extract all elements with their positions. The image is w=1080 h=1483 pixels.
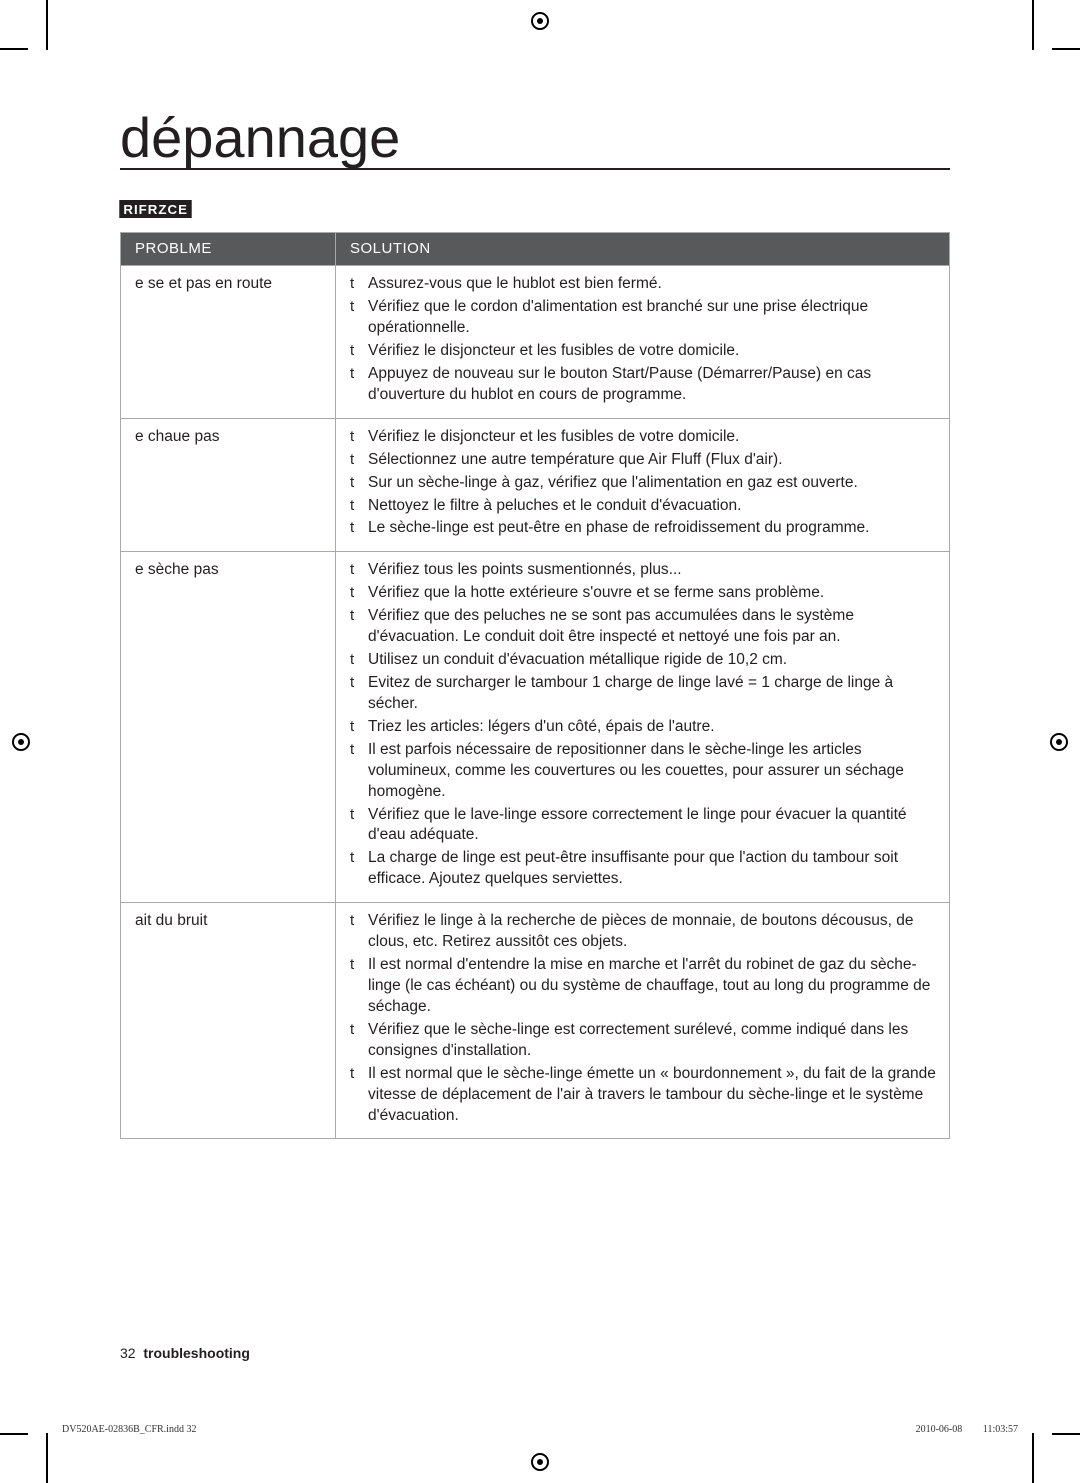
col-header-problem: PROBLME (121, 233, 336, 266)
crop-mark-icon (1052, 48, 1080, 50)
solution-list: Assurez-vous que le hublot est bien ferm… (350, 274, 937, 406)
solution-item: Le sèche-linge est peut-être en phase de… (350, 518, 937, 539)
solution-item: Vérifiez que le sèche-linge est correcte… (350, 1020, 937, 1062)
solution-cell: Vérifiez tous les points susmentionnés, … (336, 552, 950, 903)
solution-item: Vérifiez le disjoncteur et les fusibles … (350, 341, 937, 362)
imprint-left: DV520AE-02836B_CFR.indd 32 (62, 1424, 196, 1435)
imprint-right: 2010-06-08    11:03:57 (916, 1424, 1018, 1435)
solution-cell: Assurez-vous que le hublot est bien ferm… (336, 266, 950, 419)
crop-mark-icon (1032, 1433, 1034, 1483)
problem-cell: e chaue pas (121, 418, 336, 552)
table-header-row: PROBLME SOLUTION (121, 233, 950, 266)
problem-cell: ait du bruit (121, 903, 336, 1139)
col-header-solution: SOLUTION (336, 233, 950, 266)
problem-cell: e se et pas en route (121, 266, 336, 419)
registration-mark-icon (531, 1453, 549, 1471)
troubleshooting-table: PROBLME SOLUTION e se et pas en route Ass… (120, 232, 950, 1139)
solution-item: Sur un sèche-linge à gaz, vérifiez que l… (350, 473, 937, 494)
crop-mark-icon (46, 1433, 48, 1483)
crop-mark-icon (1052, 1433, 1080, 1435)
solution-item: Il est parfois nécessaire de repositionn… (350, 740, 937, 803)
solution-item: Triez les articles: légers d'un côté, ép… (350, 717, 937, 738)
solution-cell: Vérifiez le linge à la recherche de pièc… (336, 903, 950, 1139)
crop-mark-icon (1032, 0, 1034, 50)
crop-mark-icon (0, 48, 28, 50)
solution-item: Vérifiez que le lave-linge essore correc… (350, 805, 937, 847)
registration-mark-icon (1050, 733, 1068, 751)
problem-cell: e sèche pas (121, 552, 336, 903)
footer-section: troubleshooting (143, 1345, 250, 1361)
content-area: dépannage RIFRZCE PROBLME SOLUTION e se … (120, 110, 950, 1139)
table-row: e chaue pas Vérifiez le disjoncteur et le… (121, 418, 950, 552)
table-row: e sèche pas Vérifiez tous les points susm… (121, 552, 950, 903)
solution-item: Vérifiez le linge à la recherche de pièc… (350, 911, 937, 953)
solution-item: Evitez de surcharger le tambour 1 charge… (350, 673, 937, 715)
solution-cell: Vérifiez le disjoncteur et les fusibles … (336, 418, 950, 552)
registration-mark-icon (531, 12, 549, 30)
section-label: RIFRZCE (119, 200, 192, 218)
solution-item: Vérifiez que le cordon d'alimentation es… (350, 297, 937, 339)
solution-list: Vérifiez le disjoncteur et les fusibles … (350, 427, 937, 540)
page-number: 32 (120, 1345, 136, 1361)
solution-item: Sélectionnez une autre température que A… (350, 450, 937, 471)
registration-mark-icon (12, 733, 30, 751)
solution-item: La charge de linge est peut-être insuffi… (350, 848, 937, 890)
page-footer: 32 troubleshooting (120, 1345, 250, 1361)
table-row: ait du bruit Vérifiez le linge à la reche… (121, 903, 950, 1139)
solution-list: Vérifiez le linge à la recherche de pièc… (350, 911, 937, 1126)
solution-item: Nettoyez le filtre à peluches et le cond… (350, 496, 937, 517)
solution-item: Appuyez de nouveau sur le bouton Start/P… (350, 364, 937, 406)
solution-item: Vérifiez tous les points susmentionnés, … (350, 560, 937, 581)
solution-list: Vérifiez tous les points susmentionnés, … (350, 560, 937, 890)
solution-item: Vérifiez que la hotte extérieure s'ouvre… (350, 583, 937, 604)
solution-item: Il est normal que le sèche-linge émette … (350, 1064, 937, 1127)
solution-item: Vérifiez que des peluches ne se sont pas… (350, 606, 937, 648)
solution-item: Assurez-vous que le hublot est bien ferm… (350, 274, 937, 295)
solution-item: Il est normal d'entendre la mise en marc… (350, 955, 937, 1018)
page-root: dépannage RIFRZCE PROBLME SOLUTION e se … (0, 0, 1080, 1483)
crop-mark-icon (46, 0, 48, 50)
solution-item: Utilisez un conduit d'évacuation métalli… (350, 650, 937, 671)
page-title: dépannage (120, 110, 950, 170)
solution-item: Vérifiez le disjoncteur et les fusibles … (350, 427, 937, 448)
crop-mark-icon (0, 1433, 28, 1435)
table-row: e se et pas en route Assurez-vous que le … (121, 266, 950, 419)
